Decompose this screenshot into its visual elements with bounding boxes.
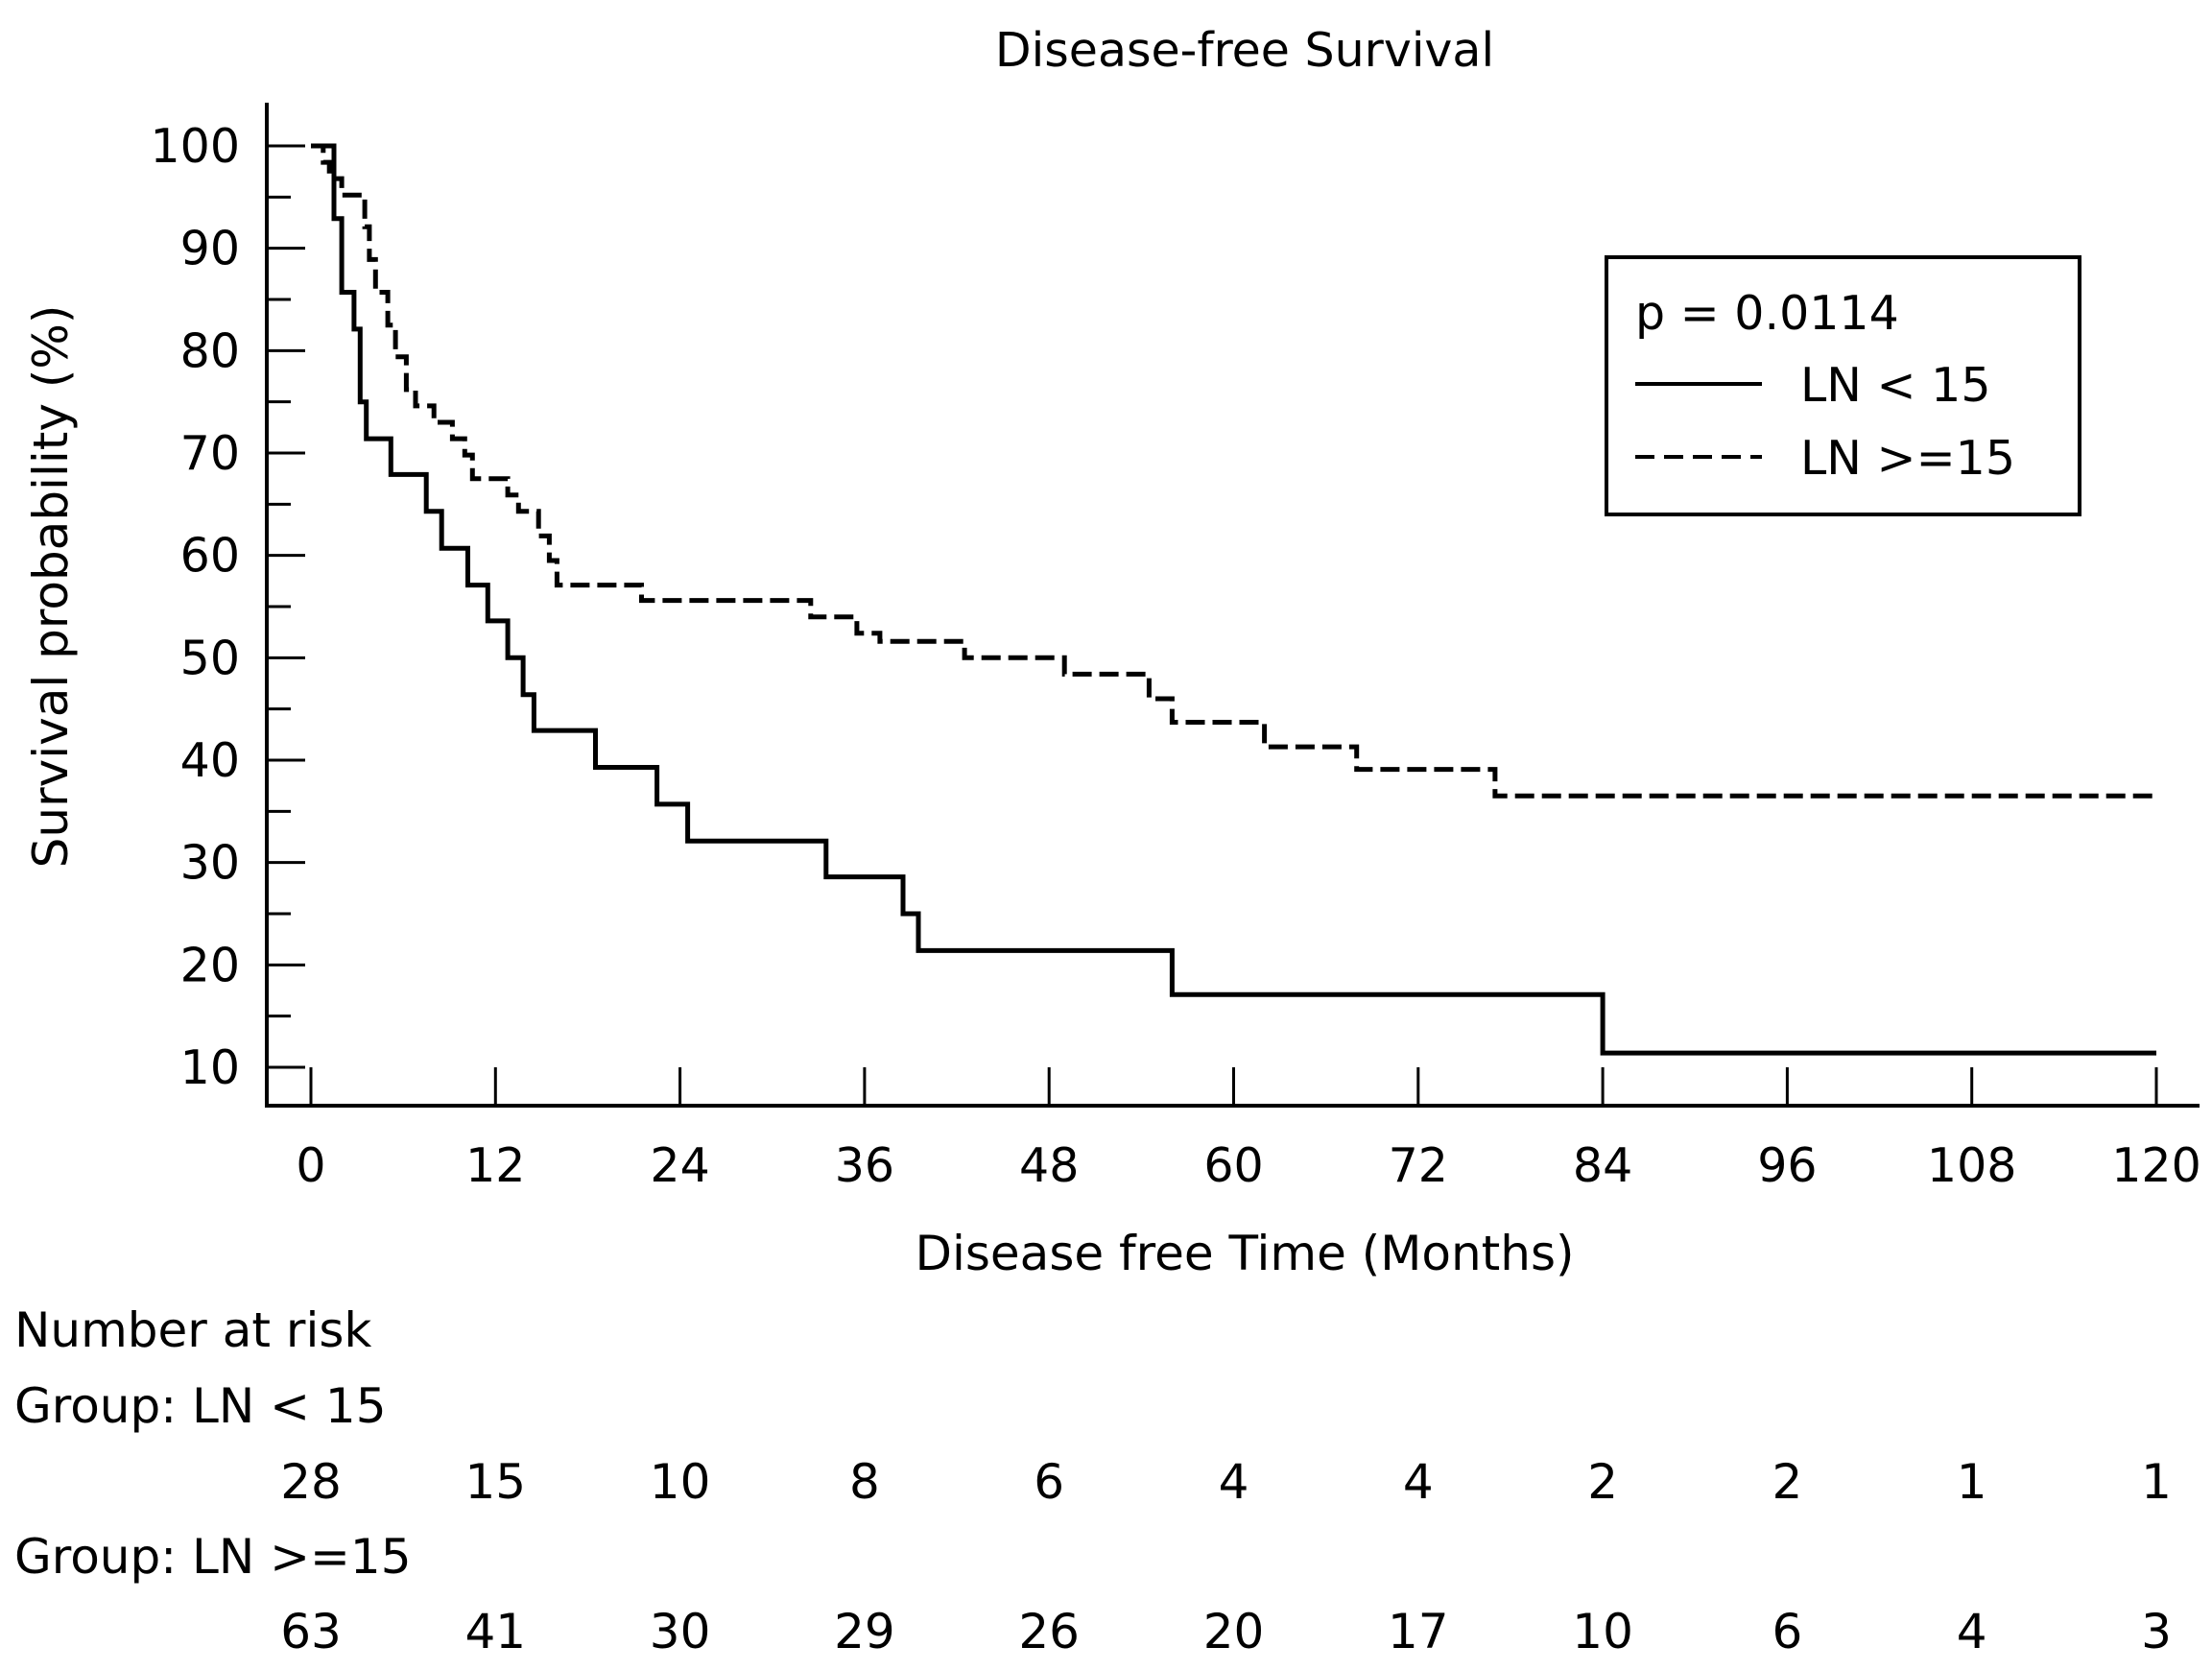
legend-p-value: p = 0.0114 <box>1635 286 1899 341</box>
risk-count: 3 <box>2141 1604 2172 1659</box>
x-axis-label: Disease free Time (Months) <box>915 1226 1574 1281</box>
x-tick-label: 0 <box>296 1138 325 1193</box>
y-tick-label: 40 <box>180 733 240 788</box>
survival-curves <box>311 143 2156 1056</box>
risk-count: 29 <box>834 1604 895 1659</box>
y-tick-label: 100 <box>150 119 240 174</box>
risk-count: 4 <box>1219 1454 1249 1510</box>
risk-count: 28 <box>280 1454 342 1510</box>
number-at-risk-table: Number at risk Group: LN < 15 Group: LN … <box>14 1302 2172 1659</box>
risk-count: 30 <box>650 1604 711 1659</box>
chart-title: Disease-free Survival <box>995 23 1494 78</box>
y-tick-label: 80 <box>180 323 240 378</box>
x-tick-label: 12 <box>465 1138 525 1193</box>
risk-group-label-ln-lt-15: Group: LN < 15 <box>14 1378 387 1434</box>
risk-count: 41 <box>464 1604 526 1659</box>
y-tick-label: 30 <box>180 836 240 891</box>
y-tick-label: 20 <box>180 938 240 992</box>
risk-group-label-ln-ge-15: Group: LN >=15 <box>14 1529 412 1585</box>
legend-box <box>1605 255 2081 516</box>
x-tick-label: 48 <box>1019 1138 1079 1193</box>
risk-count: 15 <box>464 1454 526 1510</box>
x-tick-label: 84 <box>1573 1138 1632 1193</box>
risk-count: 1 <box>2141 1454 2172 1510</box>
risk-count: 26 <box>1018 1604 1080 1659</box>
risk-count: 17 <box>1388 1604 1449 1659</box>
y-tick-label: 60 <box>180 529 240 584</box>
curve-ln-ge-15 <box>311 143 2156 799</box>
y-tick-label: 50 <box>180 631 240 685</box>
risk-count: 4 <box>1403 1454 1434 1510</box>
risk-count: 4 <box>1957 1604 1987 1659</box>
risk-count: 63 <box>280 1604 342 1659</box>
y-axis-ticks: 10 20 30 40 50 60 70 80 90 100 <box>150 119 305 1095</box>
risk-count: 8 <box>849 1454 880 1510</box>
risk-count: 2 <box>1587 1454 1618 1510</box>
x-tick-label: 24 <box>650 1138 709 1193</box>
risk-count: 10 <box>1572 1604 1633 1659</box>
risk-count: 20 <box>1203 1604 1265 1659</box>
risk-count: 6 <box>1772 1604 1802 1659</box>
risk-count: 1 <box>1957 1454 1987 1510</box>
x-tick-label: 60 <box>1203 1138 1263 1193</box>
y-tick-label: 10 <box>180 1040 240 1095</box>
x-tick-label: 72 <box>1389 1138 1448 1193</box>
y-tick-label: 90 <box>180 222 240 276</box>
curve-ln-lt-15 <box>311 143 2156 1056</box>
x-axis-ticks: 0 12 24 36 48 60 72 84 96 108 120 <box>296 1067 2201 1193</box>
risk-table-heading: Number at risk <box>14 1302 371 1358</box>
y-tick-label: 70 <box>180 426 240 481</box>
x-tick-label: 96 <box>1757 1138 1817 1193</box>
axes <box>265 103 2200 1108</box>
legend-label-ln-ge-15: LN >=15 <box>1800 431 2015 486</box>
y-axis-label: Survival probability (%) <box>23 305 79 869</box>
risk-count: 10 <box>650 1454 711 1510</box>
risk-count: 6 <box>1034 1454 1064 1510</box>
risk-count: 2 <box>1772 1454 1802 1510</box>
legend-label-ln-lt-15: LN < 15 <box>1800 358 1991 413</box>
x-tick-label: 120 <box>2111 1138 2201 1193</box>
x-tick-label: 108 <box>1927 1138 2017 1193</box>
x-tick-label: 36 <box>835 1138 894 1193</box>
legend: p = 0.0114 LN < 15 LN >=15 <box>1605 255 2081 516</box>
